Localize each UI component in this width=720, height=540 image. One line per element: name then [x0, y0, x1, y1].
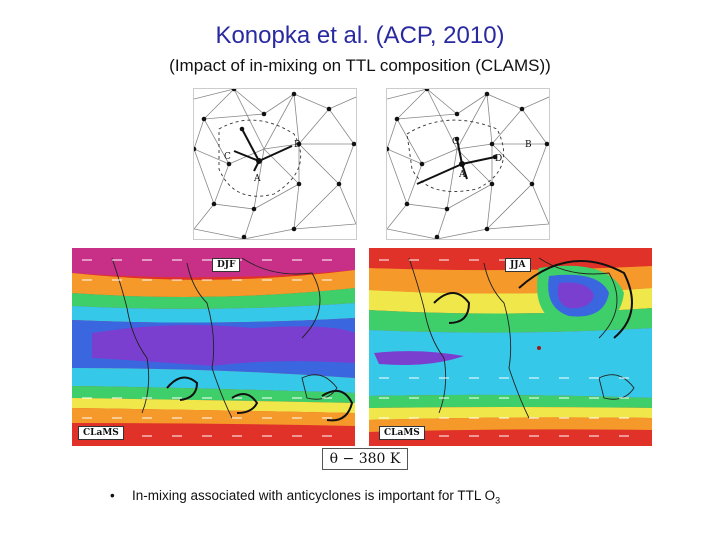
- mesh-left-svg: B C A: [194, 89, 356, 239]
- bullet-marker: •: [110, 488, 115, 503]
- mesh-diagram-left: B C A: [193, 88, 357, 240]
- map-djf-svg: [72, 248, 355, 446]
- map-jja-season-label: JJA: [505, 258, 531, 272]
- mesh-right-label-c: C: [452, 137, 459, 147]
- bullet-subscript: 3: [495, 495, 501, 506]
- map-djf-model-label: CLaMS: [78, 426, 124, 440]
- bullet-text: In-mixing associated with anticyclones i…: [132, 488, 496, 503]
- mesh-right-svg: B C D A: [387, 89, 549, 239]
- map-djf-season-label: DJF: [212, 258, 241, 272]
- slide-title: Konopka et al. (ACP, 2010): [215, 22, 505, 49]
- mesh-right-label-a: A: [458, 170, 466, 180]
- bullet-item: • In-mixing associated with anticyclones …: [110, 488, 500, 506]
- slide-subtitle: (Impact of in-mixing on TTL composition …: [169, 56, 551, 75]
- mesh-right-label-b: B: [525, 140, 532, 150]
- ozone-map-jja: JJA CLaMS: [369, 248, 652, 446]
- mesh-diagram-right: B C D A: [386, 88, 550, 240]
- mesh-left-label-c: C: [224, 152, 231, 162]
- mesh-left-label-a: A: [253, 174, 261, 184]
- mesh-left-label-b: B: [294, 140, 301, 150]
- ozone-map-djf: DJF CLaMS: [72, 248, 355, 446]
- mesh-right-label-d: D: [495, 154, 502, 164]
- map-jja-model-label: CLaMS: [379, 426, 425, 440]
- potential-temperature-label: θ − 380 K: [322, 448, 408, 470]
- map-jja-svg: [369, 248, 652, 446]
